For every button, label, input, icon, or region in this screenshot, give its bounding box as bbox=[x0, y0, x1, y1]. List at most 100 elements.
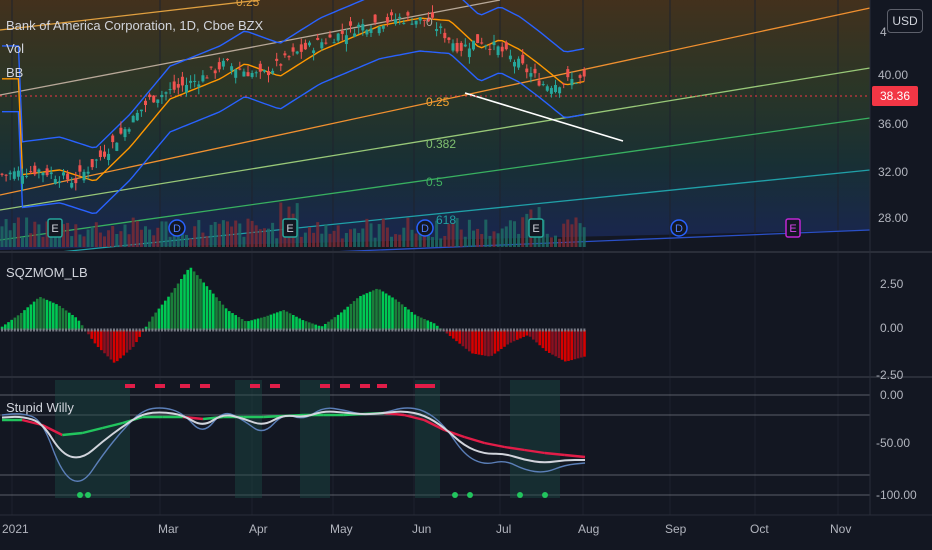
event-marker-earnings[interactable]: E bbox=[47, 218, 63, 238]
volume-bar bbox=[37, 224, 41, 247]
candle-body bbox=[152, 95, 156, 103]
volume-bar bbox=[152, 235, 156, 247]
sqz-bar bbox=[429, 321, 433, 330]
sqz-dot bbox=[215, 328, 218, 332]
sqz-bar bbox=[144, 326, 148, 330]
sqz-bar bbox=[138, 330, 141, 337]
sqz-dot bbox=[455, 328, 458, 332]
event-marker-earnings-future[interactable]: E bbox=[785, 218, 801, 238]
candle-body bbox=[230, 66, 234, 71]
sqz-bar bbox=[509, 330, 513, 343]
volume-bar bbox=[180, 224, 184, 247]
sqz-bar bbox=[93, 330, 97, 344]
volume-bar bbox=[221, 220, 225, 247]
volume-bar bbox=[431, 237, 434, 247]
sqz-bar bbox=[458, 330, 461, 344]
volume-bar bbox=[254, 225, 258, 247]
sqz-bar bbox=[224, 308, 228, 330]
candle-body bbox=[217, 62, 221, 70]
sqz-bar bbox=[327, 321, 330, 330]
sqz-dot bbox=[13, 328, 16, 332]
sqz-dot bbox=[196, 328, 199, 332]
sqz-bar bbox=[522, 330, 525, 337]
volume-bar bbox=[361, 228, 365, 247]
sqz-dot bbox=[397, 328, 400, 332]
sqz-dot bbox=[74, 328, 77, 332]
sqz-bar bbox=[496, 330, 500, 352]
sqz-bar bbox=[135, 330, 138, 343]
fib-labels: 0.25 0 0.25 0.382 0.5 618 bbox=[236, 0, 456, 227]
volume-bar bbox=[324, 224, 328, 247]
sqz-dot bbox=[538, 328, 541, 332]
sqz-bar bbox=[333, 317, 337, 330]
candle-body bbox=[148, 94, 152, 98]
sqz-dot bbox=[372, 328, 375, 332]
time-tick-label: Sep bbox=[665, 522, 687, 536]
sqz-dot bbox=[269, 328, 272, 332]
sqz-bar bbox=[20, 312, 23, 330]
candle-body bbox=[418, 17, 422, 21]
volume-bar bbox=[402, 227, 406, 247]
sqz-bar bbox=[352, 301, 356, 330]
volume-bar bbox=[344, 233, 348, 247]
event-marker-dividend[interactable]: D bbox=[416, 219, 434, 237]
candle-body bbox=[558, 87, 562, 94]
sqz-bar bbox=[237, 317, 241, 330]
sqz-dot bbox=[221, 328, 224, 332]
candle-body bbox=[508, 55, 512, 60]
sqz-dot bbox=[522, 328, 525, 332]
candle-body bbox=[484, 45, 488, 47]
volume-bar bbox=[139, 229, 143, 247]
candle-body bbox=[86, 171, 90, 174]
fib-label: 618 bbox=[436, 213, 456, 227]
fib-label: 0.5 bbox=[426, 175, 443, 189]
sqz-dot bbox=[55, 328, 58, 332]
sqz-dot bbox=[529, 328, 531, 332]
sqz-dot bbox=[234, 328, 237, 332]
volume-bar bbox=[234, 220, 238, 247]
volume-bar bbox=[472, 230, 475, 247]
volume-bar bbox=[94, 222, 98, 247]
sqz-bar bbox=[244, 321, 247, 330]
sqz-dot bbox=[378, 328, 381, 332]
volume-bar bbox=[172, 232, 176, 247]
bb-basis bbox=[2, 17, 585, 182]
sqz-bar bbox=[170, 292, 173, 330]
sqz-dot bbox=[1, 328, 3, 332]
event-marker-dividend[interactable]: D bbox=[168, 219, 186, 237]
price-tick-label: 28.00 bbox=[878, 211, 908, 225]
candle-body bbox=[21, 175, 24, 184]
candle-body bbox=[443, 32, 447, 39]
candle-body bbox=[37, 169, 41, 173]
candle-body bbox=[16, 170, 20, 177]
candle-body bbox=[517, 58, 521, 68]
volume-bar bbox=[127, 234, 131, 247]
candle-body bbox=[385, 17, 389, 23]
sqz-bar bbox=[580, 330, 583, 358]
time-tick-label: 2021 bbox=[2, 522, 29, 536]
sqz-dot bbox=[314, 328, 317, 332]
willy-sell-mark bbox=[250, 384, 260, 388]
candle-body bbox=[303, 42, 307, 50]
event-marker-earnings[interactable]: E bbox=[528, 218, 544, 238]
candle-body bbox=[492, 41, 496, 46]
currency-button[interactable]: USD bbox=[887, 9, 923, 33]
volume-bar bbox=[349, 229, 352, 247]
sqz-bar bbox=[436, 325, 439, 330]
event-marker-earnings[interactable]: E bbox=[282, 218, 298, 238]
volume-bar bbox=[410, 229, 414, 247]
sqz-bar bbox=[253, 319, 257, 330]
willy-buy-dot bbox=[452, 492, 458, 498]
candle-body bbox=[12, 171, 16, 179]
sqz-bar bbox=[407, 309, 410, 330]
candle-body bbox=[267, 71, 270, 76]
volume-bar bbox=[16, 217, 20, 247]
sqz-bar bbox=[308, 322, 311, 330]
sqz-dot bbox=[497, 328, 499, 332]
event-marker-dividend[interactable]: D bbox=[670, 219, 688, 237]
fib-label: 0.382 bbox=[426, 137, 456, 151]
fib-fan-line bbox=[329, 229, 871, 253]
sqz-dot bbox=[247, 328, 250, 332]
sqz-bar bbox=[448, 330, 452, 337]
